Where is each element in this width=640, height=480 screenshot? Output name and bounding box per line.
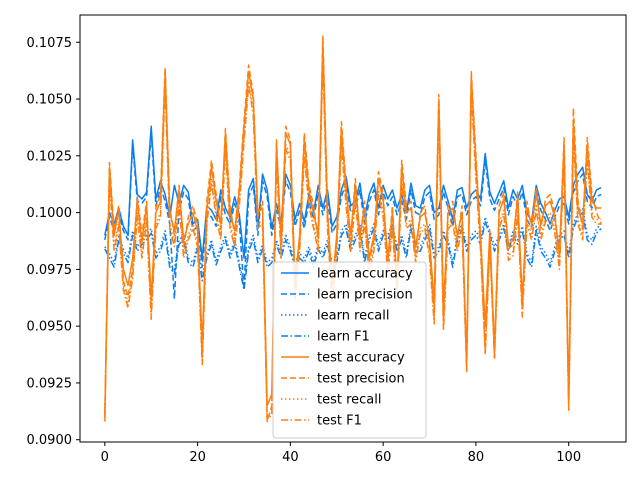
- y-tick-label-7: 0.1075: [27, 36, 73, 51]
- y-tick-label-1: 0.0925: [27, 376, 73, 391]
- y-tick-label-0: 0.0900: [27, 433, 73, 448]
- x-tick-label-4: 80: [468, 450, 485, 465]
- y-tick-label-6: 0.1050: [27, 93, 73, 108]
- y-tick-label-5: 0.1025: [27, 149, 73, 164]
- x-axis: 0 20 40 60 80 100: [101, 442, 581, 465]
- y-tick-label-4: 0.1000: [27, 206, 73, 221]
- legend-label-1: learn precision: [317, 288, 413, 303]
- series-line-2: [104, 207, 602, 287]
- legend-label-4: test accuracy: [317, 351, 405, 366]
- series-line-3: [104, 211, 602, 291]
- legend-label-3: learn F1: [317, 330, 370, 345]
- y-tick-label-2: 0.0950: [27, 320, 73, 335]
- legend-label-2: learn recall: [317, 309, 389, 324]
- series-line-7: [104, 57, 602, 421]
- legend: learn accuracy learn precision learn recal…: [272, 261, 427, 439]
- legend-label-7: test F1: [317, 414, 362, 429]
- y-axis: 0.0900 0.0925 0.0950 0.0975 0.1000 0.1025 0.10…: [27, 36, 80, 448]
- x-tick-label-0: 0: [101, 450, 109, 465]
- legend-label-5: test precision: [317, 372, 405, 387]
- legend-label-6: test recall: [317, 393, 382, 408]
- series-layer: [104, 34, 602, 423]
- x-tick-label-5: 100: [556, 450, 581, 465]
- x-tick-label-2: 40: [282, 450, 299, 465]
- legend-box: [272, 261, 427, 439]
- x-tick-label-1: 20: [189, 450, 206, 465]
- plot-frame: [79, 14, 627, 443]
- x-tick-label-3: 60: [375, 450, 392, 465]
- y-tick-label-3: 0.0975: [27, 263, 73, 278]
- legend-label-0: learn accuracy: [317, 267, 413, 282]
